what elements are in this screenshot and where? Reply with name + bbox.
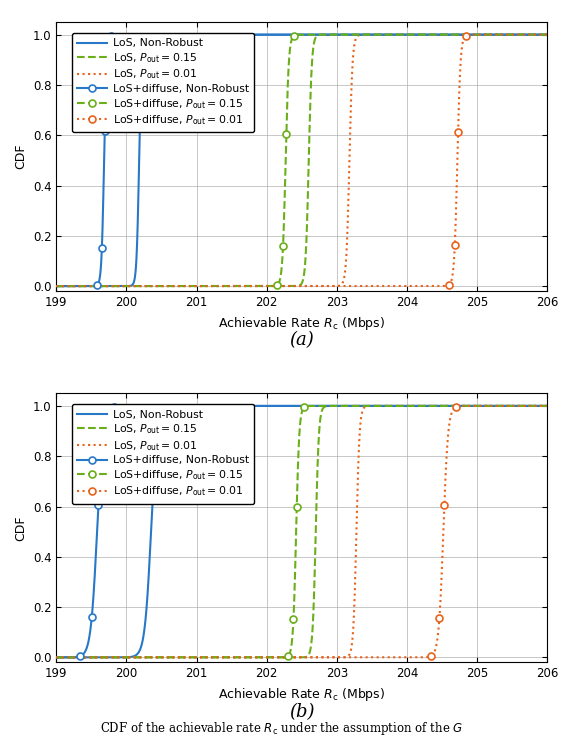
Text: (b): (b) bbox=[289, 703, 315, 721]
Y-axis label: CDF: CDF bbox=[14, 144, 28, 169]
Text: (a): (a) bbox=[289, 331, 314, 350]
Text: CDF of the achievable rate $R_\mathrm{c}$ under the assumption of the $G$: CDF of the achievable rate $R_\mathrm{c}… bbox=[100, 721, 464, 736]
X-axis label: Achievable Rate $R_{\mathrm{c}}$ (Mbps): Achievable Rate $R_{\mathrm{c}}$ (Mbps) bbox=[218, 314, 385, 331]
Legend: LoS, Non-Robust, LoS, $P_{\mathrm{out}} = 0.15$, LoS, $P_{\mathrm{out}} = 0.01$,: LoS, Non-Robust, LoS, $P_{\mathrm{out}} … bbox=[72, 33, 254, 132]
Legend: LoS, Non-Robust, LoS, $P_{\mathrm{out}} = 0.15$, LoS, $P_{\mathrm{out}} = 0.01$,: LoS, Non-Robust, LoS, $P_{\mathrm{out}} … bbox=[72, 404, 254, 503]
Y-axis label: CDF: CDF bbox=[14, 515, 28, 541]
X-axis label: Achievable Rate $R_{\mathrm{c}}$ (Mbps): Achievable Rate $R_{\mathrm{c}}$ (Mbps) bbox=[218, 686, 385, 703]
